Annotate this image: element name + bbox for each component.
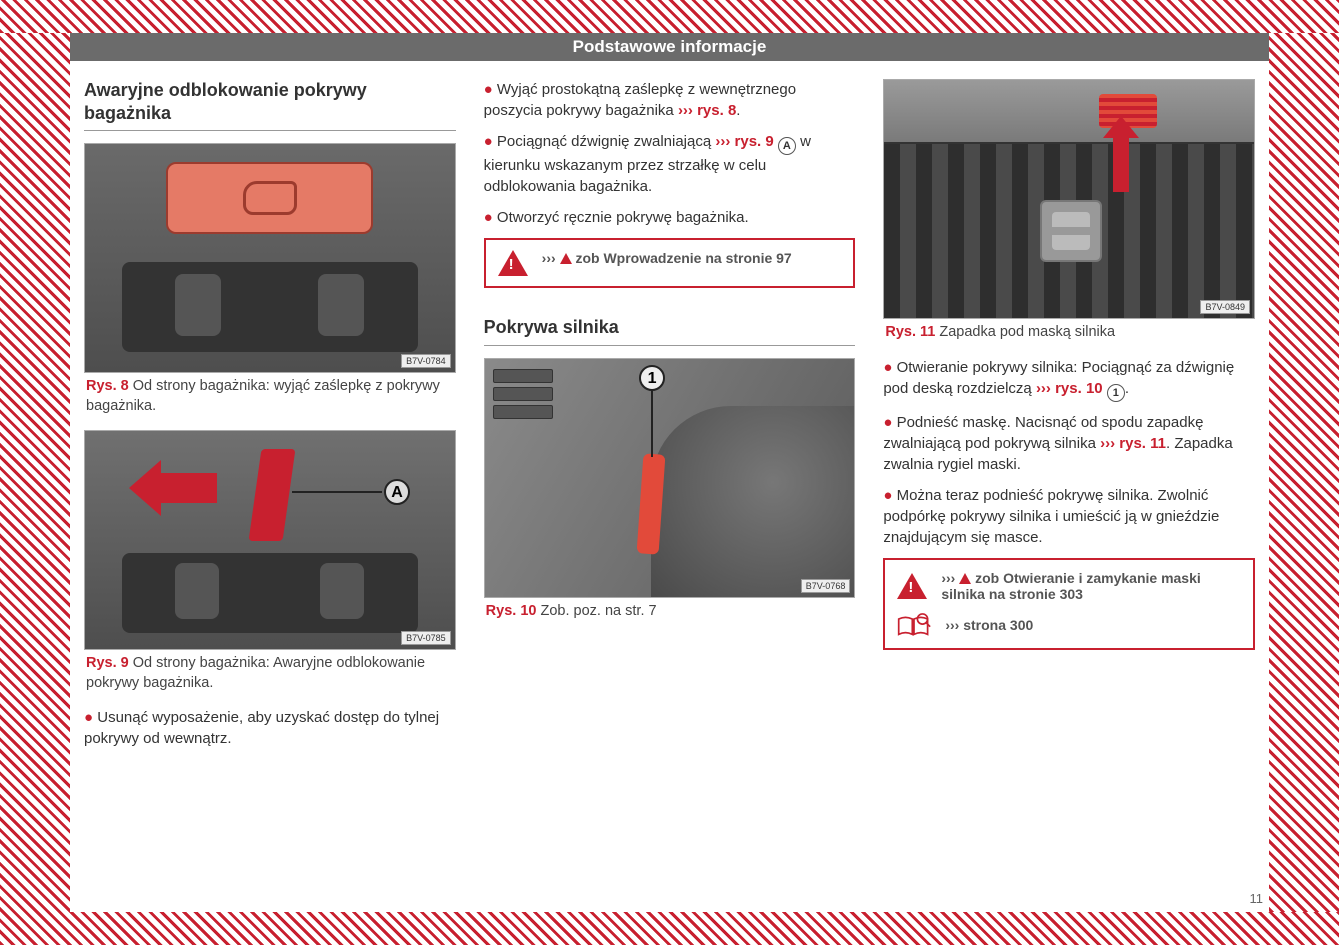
fig11-logo-icon — [1040, 200, 1102, 262]
hatching-left — [0, 0, 70, 945]
figure-10-code: B7V-0768 — [801, 579, 851, 593]
figure-9: A B7V-0785 Rys. 9 Od strony bagażnika: A… — [84, 430, 456, 693]
hatching-top — [0, 0, 1339, 33]
page-content: Podstawowe informacje Awaryjne odblokowa… — [70, 33, 1269, 912]
fig10-switches — [493, 369, 553, 423]
figure-8-text: Od strony bagażnika: wyjąć zaślepkę z po… — [86, 378, 440, 414]
figure-10-image: 1 B7V-0768 — [484, 358, 856, 598]
fig9-arrow-icon — [159, 473, 217, 503]
warn2-row1: ››› zob Otwieranie i zamykanie maski sil… — [897, 570, 1241, 602]
xref-rys10: ››› rys. 10 — [1036, 380, 1103, 397]
bullet-icon: ● — [883, 359, 892, 376]
warn2-row2: ››› strona 300 — [897, 612, 1241, 638]
col2-b3-text: Otworzyć ręcznie pokrywę bagażnika. — [497, 209, 749, 226]
warning-triangle-icon — [498, 250, 528, 276]
warn2-text2: strona 300 — [963, 617, 1033, 633]
figure-10-label: Rys. 10 — [486, 603, 537, 619]
bullet-icon: ● — [484, 133, 493, 150]
column-2: ● Wyjąć prostokątną zaślepkę z wewnętrzn… — [484, 79, 856, 759]
fig9-callout-line — [292, 491, 382, 493]
figure-9-text: Od strony bagażnika: Awaryjne odblokowan… — [86, 655, 425, 691]
bullet-icon: ● — [84, 709, 93, 726]
fig10-seat — [651, 406, 854, 596]
figure-11-label: Rys. 11 — [885, 324, 935, 340]
bullet-icon: ● — [883, 414, 892, 431]
figure-10: 1 B7V-0768 Rys. 10 Zob. poz. na str. 7 — [484, 358, 856, 622]
col2-bullet-2: ● Pociągnąć dźwignię zwalniającą ››› rys… — [484, 131, 856, 197]
fig8-panel-icon — [166, 162, 373, 234]
warn2-text1: zob Otwieranie i zamykanie maski silnika… — [941, 570, 1200, 602]
book-icon — [897, 612, 931, 638]
figure-9-label: Rys. 9 — [86, 655, 129, 671]
figure-9-caption: Rys. 9 Od strony bagażnika: Awaryjne odb… — [84, 650, 456, 693]
figure-8-caption: Rys. 8 Od strony bagażnika: wyjąć zaślep… — [84, 373, 456, 416]
col3-bullet-2: ● Podnieść maskę. Nacisnąć od spodu zapa… — [883, 412, 1255, 475]
warn1-text: zob Wprowadzenie na stronie 97 — [575, 250, 791, 266]
fig11-arrow-icon — [1113, 136, 1129, 192]
warning-1-content: ››› zob Wprowadzenie na stronie 97 — [542, 250, 792, 266]
col1-bullet-1-text: Usunąć wyposażenie, aby uzyskać dostęp d… — [84, 709, 439, 747]
figure-8-code: B7V-0784 — [401, 354, 451, 368]
figure-8-image: B7V-0784 — [84, 143, 456, 373]
columns: Awaryjne odblokowanie pokrywy bagażnika … — [84, 79, 1255, 759]
page-header: Podstawowe informacje — [70, 33, 1269, 61]
figure-9-image: A B7V-0785 — [84, 430, 456, 650]
figure-10-text: Zob. poz. na str. 7 — [541, 603, 657, 619]
bullet-icon: ● — [883, 487, 892, 504]
fig9-slot — [122, 553, 418, 633]
bullet-icon: ● — [484, 209, 493, 226]
page-number: 11 — [1250, 891, 1264, 906]
warning-box-1: ››› zob Wprowadzenie na stronie 97 — [484, 238, 856, 288]
small-triangle-icon — [959, 573, 971, 584]
col2-b2-text: Pociągnąć dźwignię zwalniającą — [497, 133, 715, 150]
circle-letter-A: A — [778, 137, 796, 155]
figure-8: B7V-0784 Rys. 8 Od strony bagażnika: wyj… — [84, 143, 456, 416]
figure-8-label: Rys. 8 — [86, 378, 129, 394]
bullet-icon: ● — [484, 81, 493, 98]
hatching-bottom — [0, 912, 1339, 945]
warning-triangle-icon — [897, 573, 927, 599]
fig9-callout-label: A — [384, 479, 410, 505]
figure-9-code: B7V-0785 — [401, 631, 451, 645]
figure-10-caption: Rys. 10 Zob. poz. na str. 7 — [484, 598, 856, 622]
col3-bullet-1: ● Otwieranie pokrywy silnika: Pociągnąć … — [883, 357, 1255, 402]
section-title-engine: Pokrywa silnika — [484, 316, 856, 346]
fig11-hood — [884, 80, 1254, 144]
col2-bullet-1: ● Wyjąć prostokątną zaślepkę z wewnętrzn… — [484, 79, 856, 121]
figure-11-caption: Rys. 11 Zapadka pod maską silnika — [883, 319, 1255, 343]
xref-rys9: ››› rys. 9 — [715, 133, 773, 150]
hatching-right — [1269, 0, 1339, 945]
small-triangle-icon — [560, 253, 572, 264]
circle-number-1: 1 — [1107, 384, 1125, 402]
figure-11-code: B7V-0849 — [1200, 300, 1250, 314]
figure-11-image: B7V-0849 — [883, 79, 1255, 319]
figure-11: B7V-0849 Rys. 11 Zapadka pod maską silni… — [883, 79, 1255, 343]
section-title-trunk: Awaryjne odblokowanie pokrywy bagażnika — [84, 79, 456, 131]
warn1-prefix: ››› — [542, 250, 560, 266]
col3-bullet-3: ● Można teraz podnieść pokrywę silnika. … — [883, 485, 1255, 548]
col2-b1-text: Wyjąć prostokątną zaślepkę z wewnętrzneg… — [484, 81, 796, 119]
xref-rys11: ››› rys. 11 — [1100, 435, 1166, 452]
fig10-callout-label: 1 — [639, 365, 665, 391]
fig9-lever-icon — [249, 449, 296, 541]
xref-rys8: ››› rys. 8 — [678, 102, 736, 119]
warning-box-2: ››› zob Otwieranie i zamykanie maski sil… — [883, 558, 1255, 650]
fig8-slot — [122, 262, 418, 352]
col1-bullet-1: ● Usunąć wyposażenie, aby uzyskać dostęp… — [84, 707, 456, 749]
column-3: B7V-0849 Rys. 11 Zapadka pod maską silni… — [883, 79, 1255, 759]
figure-11-text: Zapadka pod maską silnika — [939, 324, 1115, 340]
column-1: Awaryjne odblokowanie pokrywy bagażnika … — [84, 79, 456, 759]
col2-bullet-3: ● Otworzyć ręcznie pokrywę bagażnika. — [484, 207, 856, 228]
